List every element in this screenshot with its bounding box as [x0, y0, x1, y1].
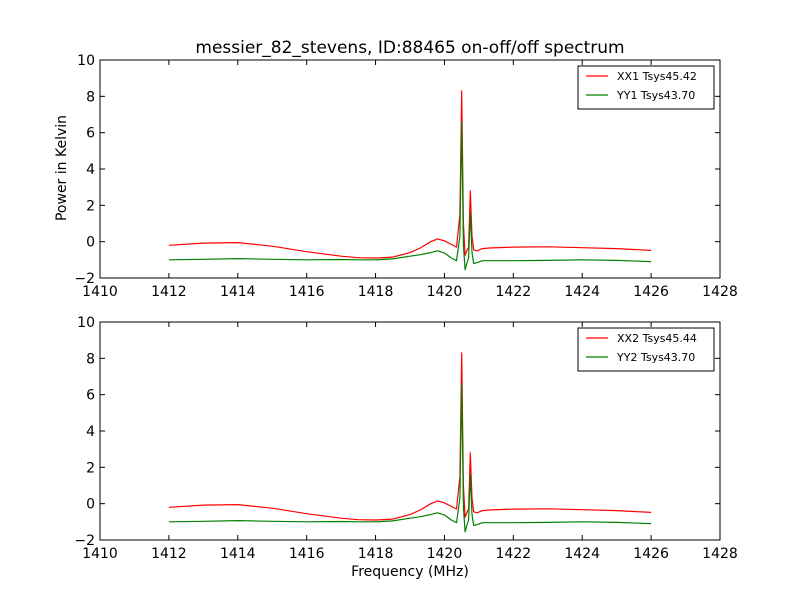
x-tick-label: 1410	[82, 284, 118, 300]
x-tick-label: 1412	[151, 284, 187, 300]
y-tick-label: 2	[86, 460, 95, 476]
bottom-spectrum-panel: 1410 1412 1414 1416 1418 1420 1422 1424 1426 1428…	[74, 315, 737, 562]
x-axis-label: Frequency (MHz)	[351, 564, 469, 580]
y-tick-label: 0	[86, 235, 95, 251]
y-tick-label: 2	[86, 198, 95, 214]
x-tick-label: 1418	[358, 546, 394, 562]
x-tick-label: 1428	[702, 546, 738, 562]
legend: XX1 Tsys45.42 YY1 Tsys43.70	[577, 65, 715, 110]
legend-label: YY2 Tsys43.70	[616, 351, 695, 364]
x-tick-label: 1422	[496, 284, 532, 300]
legend-label: XX2 Tsys45.44	[617, 332, 697, 345]
top-spectrum-panel: 1410 1412 1414 1416 1418 1420 1422 1424 1426 1428…	[74, 53, 737, 300]
y-tick-label: −2	[74, 271, 95, 287]
series-line-yy	[168, 383, 652, 533]
y-tick-label: 0	[86, 497, 95, 513]
series-line-yy	[168, 121, 652, 271]
x-tick-label: 1422	[496, 546, 532, 562]
x-tick-label: 1420	[427, 284, 463, 300]
legend-label: XX1 Tsys45.42	[617, 70, 697, 83]
y-tick-label: 6	[86, 388, 95, 404]
y-tick-label: 10	[77, 53, 95, 69]
x-tick-label: 1414	[220, 284, 256, 300]
x-tick-label: 1416	[289, 284, 325, 300]
y-tick-label: 10	[77, 315, 95, 331]
x-tick-label: 1424	[564, 546, 600, 562]
y-tick-label: 4	[86, 162, 95, 178]
y-tick-label: 8	[86, 89, 95, 105]
y-axis-label: Power in Kelvin	[54, 115, 70, 221]
legend-box	[577, 65, 715, 110]
x-tick-label: 1418	[358, 284, 394, 300]
legend-box	[577, 327, 715, 372]
x-tick-label: 1426	[633, 284, 669, 300]
x-tick-label: 1426	[633, 546, 669, 562]
y-tick-label: −2	[74, 533, 95, 549]
x-tick-label: 1414	[220, 546, 256, 562]
chart-title: messier_82_stevens, ID:88465 on-off/off …	[195, 38, 624, 58]
y-tick-label: 8	[86, 351, 95, 367]
y-tick-label: 4	[86, 424, 95, 440]
x-tick-label: 1420	[427, 546, 463, 562]
x-tick-label: 1410	[82, 546, 118, 562]
x-tick-label: 1424	[564, 284, 600, 300]
x-tick-label: 1412	[151, 546, 187, 562]
legend: XX2 Tsys45.44 YY2 Tsys43.70	[577, 327, 715, 372]
legend-label: YY1 Tsys43.70	[616, 89, 695, 102]
x-tick-label: 1416	[289, 546, 325, 562]
y-tick-label: 6	[86, 126, 95, 142]
x-tick-label: 1428	[702, 284, 738, 300]
